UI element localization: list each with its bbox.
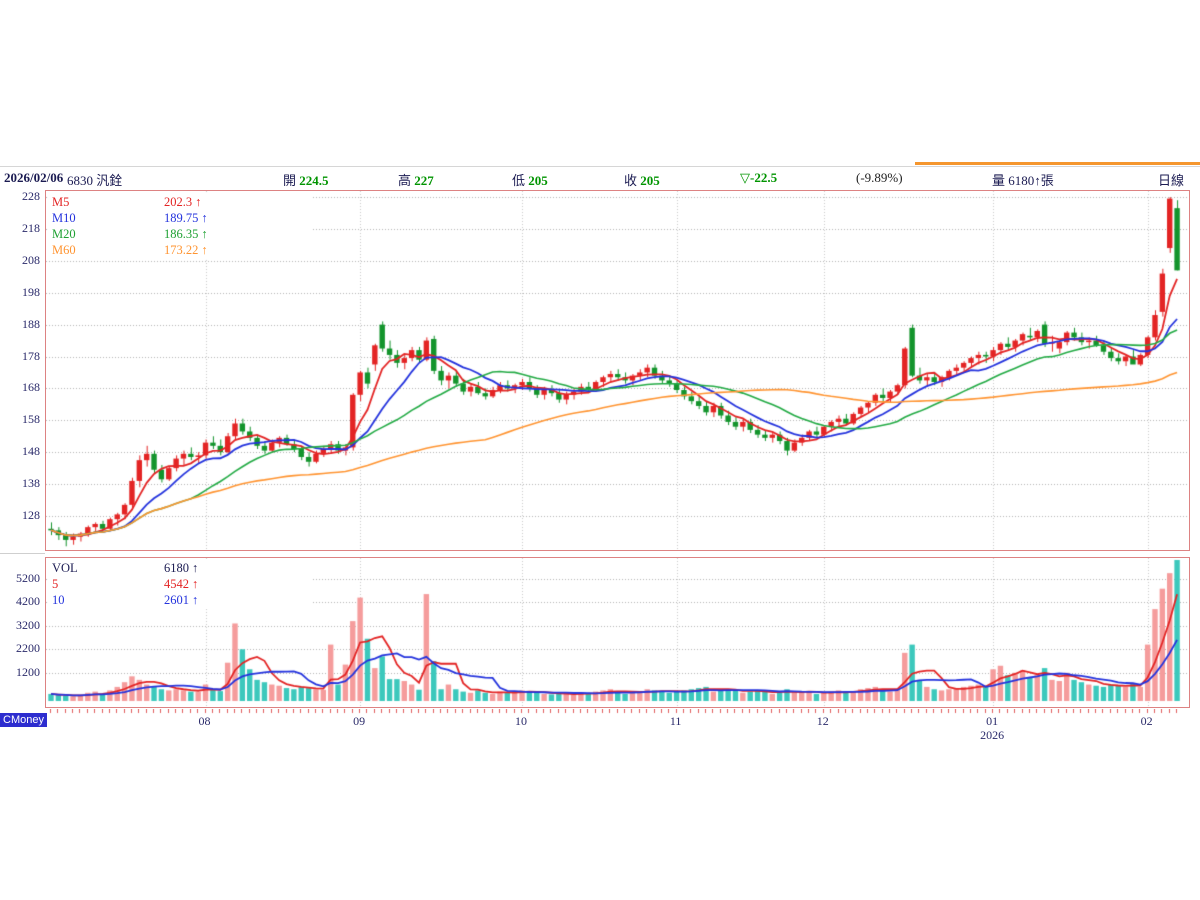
header-low: 低 205 <box>512 173 548 188</box>
month-label-12: 12 <box>816 714 829 728</box>
legend-row-vol: VOL 6180 ↑ <box>52 561 199 575</box>
month-label-09: 09 <box>353 714 366 728</box>
price-tick-label: 178 <box>22 348 40 363</box>
month-label-11: 11 <box>669 714 682 728</box>
price-tick-label: 128 <box>22 508 40 522</box>
header-change: ▽-22.5 <box>740 170 778 185</box>
price-tick-label: 198 <box>22 284 40 299</box>
legend-row-m5: M5 202.3 ↑ <box>52 195 202 209</box>
price-ma-legend: M5 202.3 ↑ M10 189.75 ↑ M20 186.35 ↑ M60 173.22… <box>48 193 312 259</box>
month-label-10: 10 <box>515 714 528 728</box>
price-tick-label: 188 <box>22 316 40 331</box>
header-date: 2026/02/06 <box>4 170 64 185</box>
volume-tick-label: 5200 <box>16 570 40 585</box>
legend-row-m60: M60 173.22 ↑ <box>52 243 208 257</box>
volume-tick-label: 4200 <box>16 594 40 609</box>
header-high: 高 227 <box>398 173 434 188</box>
legend-row-vol5: 5 4542 ↑ <box>52 577 199 591</box>
price-tick-label: 138 <box>22 476 40 491</box>
volume-tick-label: 3200 <box>16 617 40 632</box>
legend-row-m20: M20 186.35 ↑ <box>52 227 208 241</box>
period-selector[interactable]: 日線 <box>1158 173 1185 188</box>
orange-highlight-bar <box>915 162 1200 165</box>
x-axis-year-label: 2026 <box>980 728 1005 742</box>
price-tick-label: 208 <box>22 252 40 267</box>
up-arrow-icon: ↑ <box>201 227 208 241</box>
month-label-08: 08 <box>198 714 211 728</box>
up-arrow-icon: ↑ <box>192 577 199 591</box>
header-volume: 量 6180↑張 <box>992 173 1054 188</box>
panel-divider <box>0 553 45 554</box>
top-divider <box>0 166 1200 167</box>
up-arrow-icon: ↑ <box>195 195 202 209</box>
month-label-01: 01 <box>986 714 999 728</box>
header-change-pct: (-9.89%) <box>856 170 903 185</box>
header-open: 開 224.5 <box>283 173 329 188</box>
legend-row-vol10: 10 2601 ↑ <box>52 593 199 607</box>
legend-row-m10: M10 189.75 ↑ <box>52 211 208 225</box>
price-tick-label: 168 <box>22 380 40 395</box>
volume-legend: VOL 6180 ↑ 5 4542 ↑ 10 2601 ↑ <box>48 559 312 609</box>
price-tick-label: 148 <box>22 444 40 459</box>
up-arrow-icon: ↑ <box>192 593 199 607</box>
price-tick-label: 218 <box>22 220 40 235</box>
header-stock-id: 6830 汎銓 <box>67 173 123 188</box>
up-arrow-icon: ↑ <box>201 211 208 225</box>
header-close: 收 205 <box>624 173 660 188</box>
price-tick-label: 158 <box>22 412 40 427</box>
volume-tick-label: 2200 <box>16 641 40 656</box>
price-tick-label: 228 <box>22 189 40 203</box>
up-arrow-icon: ↑ <box>192 561 199 575</box>
volume-tick-label: 1200 <box>16 664 40 679</box>
up-arrow-icon: ↑ <box>201 243 208 257</box>
month-label-02: 02 <box>1140 714 1153 728</box>
cmoney-watermark: CMoney <box>0 713 47 727</box>
date-tick-axis <box>45 709 1188 714</box>
volume-chart-panel <box>45 557 1190 708</box>
